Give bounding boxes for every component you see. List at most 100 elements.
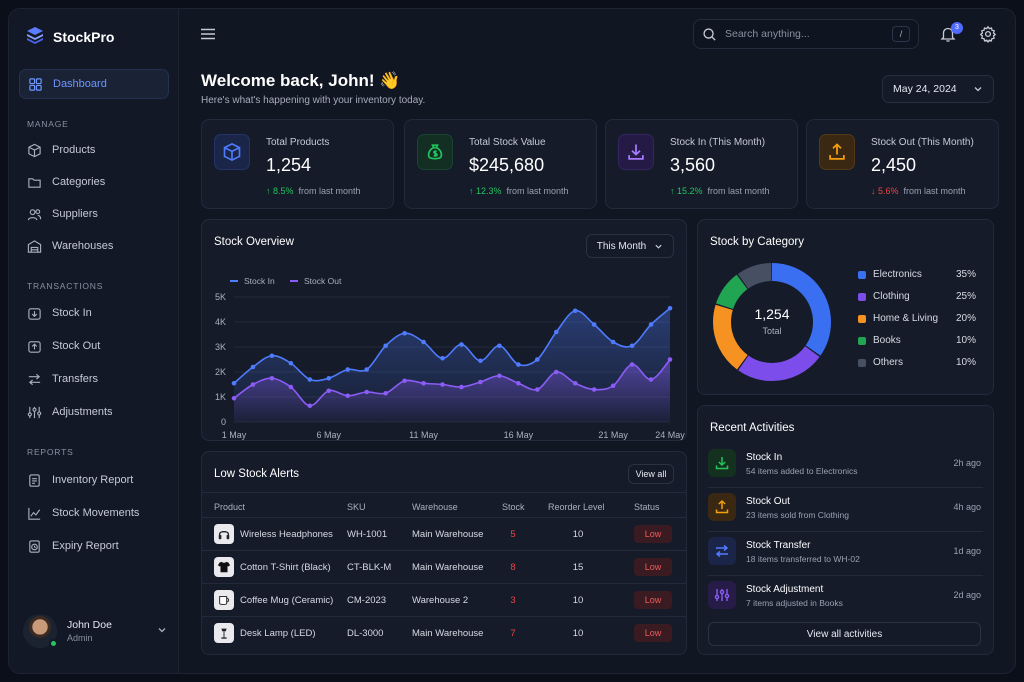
status-badge: Low xyxy=(634,624,672,642)
data-point xyxy=(667,305,673,311)
sku-cell: CT-BLK-M xyxy=(347,562,392,573)
stat-value: 3,560 xyxy=(670,155,716,175)
users-icon xyxy=(27,208,42,220)
table-row[interactable]: Desk Lamp (LED) DL-3000 Main Warehouse 7 10 L… xyxy=(202,617,688,649)
view-all-activities-button[interactable]: View all activities xyxy=(708,622,981,646)
search-shortcut: / xyxy=(892,26,910,42)
activity-item[interactable]: Stock Adjustment 7 items adjusted in Book… xyxy=(698,578,995,618)
card-title: Low Stock Alerts xyxy=(214,468,300,480)
sku-cell: DL-3000 xyxy=(347,628,384,639)
sidebar-item-label: Suppliers xyxy=(52,208,98,220)
adjust-icon xyxy=(708,581,736,609)
search-bar[interactable]: Search anything... / xyxy=(693,19,919,49)
sku-cell: WH-1001 xyxy=(347,529,388,540)
user-profile[interactable]: John Doe Admin xyxy=(23,611,167,651)
legend-percent: 20% xyxy=(955,313,976,324)
stat-change: ↓ 5.6% from last month xyxy=(871,186,966,196)
user-info: John Doe Admin xyxy=(67,619,112,643)
data-point xyxy=(288,384,294,390)
gear-icon[interactable] xyxy=(979,25,997,43)
table-row[interactable]: Cotton T-Shirt (Black) CT-BLK-M Main Wareh… xyxy=(202,551,688,583)
stock-overview-card: Stock Overview This Month Stock In Stock … xyxy=(201,219,687,441)
stock-overview-chart: Stock In Stock Out 5K 4K 3K 2K 1K 0 1 May 6 May 11… xyxy=(215,276,685,440)
sidebar-item-dashboard[interactable]: Dashboard xyxy=(19,69,169,99)
data-point xyxy=(553,329,559,335)
x-tick-label: 11 May xyxy=(409,430,438,440)
activity-item[interactable]: Stock Transfer 18 items transferred to WH… xyxy=(698,534,995,574)
card-title: Recent Activities xyxy=(710,422,795,434)
sidebar-item-warehouses[interactable]: Warehouses xyxy=(19,231,169,261)
table-row[interactable]: Wireless Headphones WH-1001 Main Warehouse… xyxy=(202,518,688,550)
status-badge: Low xyxy=(634,558,672,576)
data-point xyxy=(459,384,464,390)
upload-icon xyxy=(819,134,855,170)
date-picker[interactable]: May 24, 2024 xyxy=(882,75,994,103)
clock-report-icon xyxy=(29,539,40,553)
mug-icon xyxy=(214,590,234,610)
status-badge: Low xyxy=(634,525,672,543)
warehouse-cell: Warehouse 2 xyxy=(412,595,469,606)
sidebar-item-suppliers[interactable]: Suppliers xyxy=(19,199,169,229)
stat-label: Total Stock Value xyxy=(469,137,546,148)
data-point xyxy=(383,343,388,349)
column-header-sku: SKU xyxy=(347,502,366,512)
view-all-alerts-button[interactable]: View all xyxy=(628,464,674,484)
data-point xyxy=(345,367,351,372)
stat-label: Stock Out (This Month) xyxy=(871,137,974,148)
data-point xyxy=(629,362,635,367)
activity-description: 18 items transferred to WH-02 xyxy=(746,554,860,564)
legend-label: Clothing xyxy=(873,291,910,302)
sidebar-item-stock-out[interactable]: Stock Out xyxy=(19,331,169,361)
sidebar-item-label: Stock In xyxy=(52,307,92,319)
sidebar-item-label: Transfers xyxy=(52,373,99,385)
sidebar-item-products[interactable]: Products xyxy=(19,135,169,165)
search-icon xyxy=(703,27,716,41)
y-tick-label: 4K xyxy=(215,317,226,327)
data-point xyxy=(326,375,332,381)
data-point xyxy=(667,357,673,362)
activity-item[interactable]: Stock In 54 items added to Electronics 2h … xyxy=(698,446,995,486)
sidebar-item-stock-in[interactable]: Stock In xyxy=(19,298,169,328)
reorder-level-cell: 10 xyxy=(572,628,584,639)
sidebar-item-stock-movements[interactable]: Stock Movements xyxy=(19,498,169,528)
bell-icon[interactable] xyxy=(939,25,957,43)
stat-card-total-products: Total Products 1,254 ↑ 8.5% from last mo… xyxy=(201,119,394,209)
report-icon xyxy=(29,473,40,487)
search-input[interactable]: Search anything... xyxy=(725,28,810,40)
table-row[interactable]: Coffee Mug (Ceramic) CM-2023 Warehouse 2 3 1… xyxy=(202,584,688,616)
warehouse-cell: Main Warehouse xyxy=(412,529,484,540)
legend-label: Electronics xyxy=(873,269,922,280)
data-point xyxy=(535,387,540,392)
legend-swatch xyxy=(858,336,866,345)
divider xyxy=(202,492,686,493)
data-point xyxy=(478,358,483,364)
menu-icon[interactable] xyxy=(199,25,217,43)
sidebar-item-inventory-report[interactable]: Inventory Report xyxy=(19,465,169,495)
activity-item[interactable]: Stock Out 23 items sold from Clothing 4h a… xyxy=(698,490,995,530)
sidebar-item-adjustments[interactable]: Adjustments xyxy=(19,397,169,427)
stat-change-value: ↑ 8.5% xyxy=(266,186,294,196)
sidebar-item-expiry-report[interactable]: Expiry Report xyxy=(19,531,169,561)
brand[interactable]: StockPro xyxy=(25,25,114,48)
chevron-down-icon[interactable] xyxy=(157,625,167,635)
data-point xyxy=(364,367,369,372)
donut-slice xyxy=(713,263,831,381)
activity-time: 1d ago xyxy=(953,546,981,556)
stat-change-suffix: from last month xyxy=(506,186,569,196)
divider xyxy=(708,487,983,488)
activity-description: 23 items sold from Clothing xyxy=(746,510,849,520)
period-select[interactable]: This Month xyxy=(586,234,674,258)
column-header-status: Status xyxy=(634,502,660,512)
sidebar-item-categories[interactable]: Categories xyxy=(19,167,169,197)
sidebar-item-transfers[interactable]: Transfers xyxy=(19,364,169,394)
legend-percent: 10% xyxy=(955,357,976,368)
data-point xyxy=(535,357,540,362)
stat-change-value: ↑ 12.3% xyxy=(469,186,502,196)
date-value: May 24, 2024 xyxy=(893,83,957,95)
sidebar-item-label: Stock Out xyxy=(52,340,101,352)
data-point xyxy=(610,383,616,389)
legend-item: Books 10% xyxy=(858,335,976,346)
legend-label: Stock In xyxy=(244,276,275,286)
period-value: This Month xyxy=(596,240,647,252)
data-point xyxy=(553,369,559,375)
